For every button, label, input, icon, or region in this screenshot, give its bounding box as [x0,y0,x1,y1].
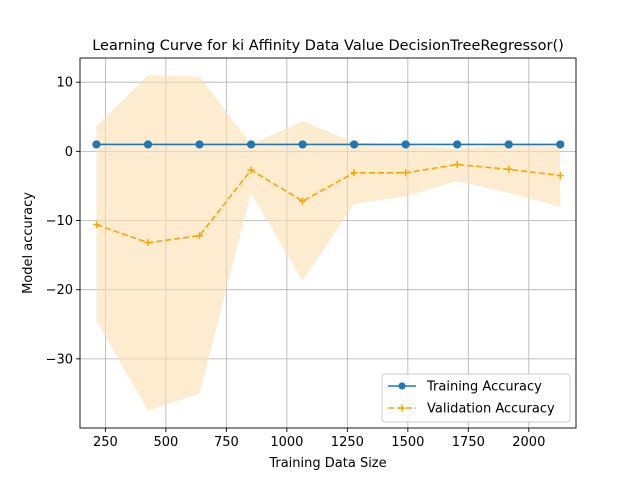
validation-accuracy-point [453,161,461,169]
training-accuracy-point [143,140,153,149]
validation-accuracy-point [556,172,564,180]
validation-accuracy-point [505,165,513,173]
x-tick-label: 1500 [391,435,424,450]
validation-accuracy-point [299,197,307,205]
y-tick-label: −20 [46,283,73,298]
validation-accuracy-point [247,166,255,174]
validation-std-band [96,75,561,411]
x-tick-label: 500 [153,435,178,450]
x-tick-label: 1750 [452,435,485,450]
validation-accuracy-point [196,232,204,240]
training-accuracy-point [92,140,101,149]
x-tick-label: 750 [214,435,239,450]
training-accuracy-point [453,140,462,149]
x-tick-label: 1000 [270,435,303,450]
legend-label-validation-accuracy: Validation Accuracy [427,402,555,417]
validation-accuracy-point [144,239,152,247]
legend-box [381,373,571,423]
validation-accuracy-point [350,169,358,177]
training-accuracy-point [401,140,410,149]
plot-frame [79,57,577,429]
x-tick-label: 1250 [331,435,364,450]
y-tick-label: −10 [46,214,73,229]
x-tick-label: 250 [93,435,118,450]
training-accuracy-point [504,140,513,149]
legend-marker-training-accuracy [398,382,406,390]
y-tick-label: 0 [65,145,73,160]
training-accuracy-point [246,140,256,149]
training-accuracy-point [195,140,204,149]
y-axis-label: Model accuracy [21,192,36,294]
training-accuracy-point [298,140,307,149]
chart-title: Learning Curve for ki Affinity Data Valu… [92,38,564,54]
legend-marker-validation-accuracy [398,404,406,412]
training-accuracy-point [350,140,359,149]
x-tick-label: 2000 [512,435,545,450]
legend: Training Accuracy Validation Accuracy [381,373,571,423]
plot-area: 250 500 750 1000 1250 1500 1750 2000 10 0 −10 −20 −3… [46,57,577,450]
x-axis-label: Training Data Size [268,456,386,471]
y-tick-label: 10 [56,76,73,91]
y-tick-label: −30 [46,352,73,367]
validation-accuracy-point [92,221,100,229]
validation-accuracy-point [402,169,410,177]
legend-label-training-accuracy: Training Accuracy [426,380,542,395]
validation-accuracy-line [96,163,561,244]
training-accuracy-point [556,140,565,149]
